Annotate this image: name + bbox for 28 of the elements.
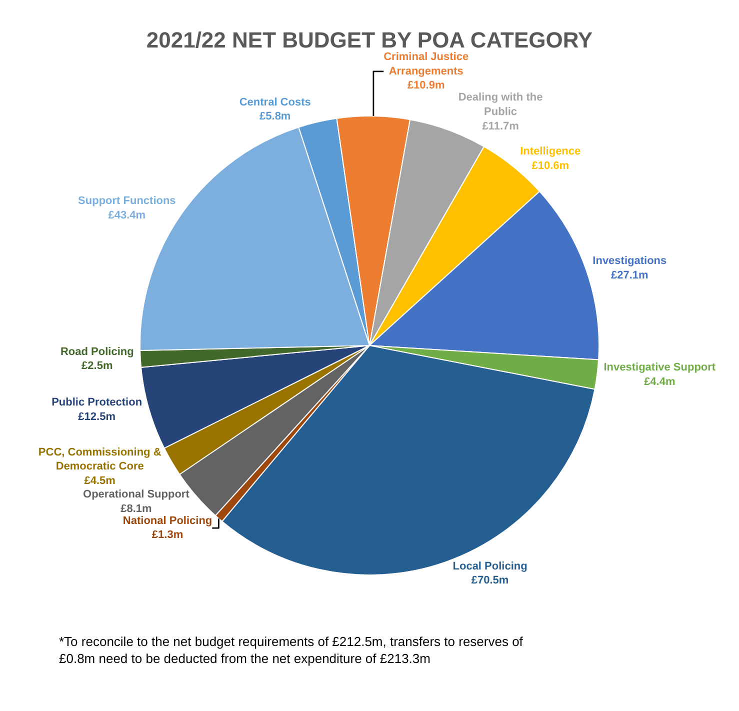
slice-label: Criminal Justice Arrangements (384, 51, 469, 78)
data-label: £70.5m (471, 574, 509, 587)
slice-label: Road Policing (60, 346, 134, 358)
slice-label: Support Functions (78, 195, 176, 208)
data-label: £1.3m (152, 529, 184, 542)
data-label: £2.5m (82, 360, 113, 372)
slice-label: National Policing (122, 514, 212, 527)
slice-label: Investigative Support (604, 362, 716, 374)
slice-label: Public Protection (52, 396, 142, 409)
slice-label: Investigations (592, 255, 667, 268)
data-label: £4.5m (84, 474, 116, 487)
data-label: £4.4m (644, 376, 676, 388)
data-label: £27.1m (610, 269, 649, 282)
slice-label: Local Policing (452, 560, 528, 572)
slice-label: PCC, Commissioning & Democratic Core (38, 446, 162, 473)
slice-label: Dealing with the Public (458, 92, 543, 118)
slice-label: Operational Support (83, 488, 190, 501)
data-label: £11.7m (482, 120, 520, 132)
data-label: £8.1m (120, 502, 152, 515)
data-label: £10.6m (532, 160, 570, 172)
text: *To reconcile to the net budget requirements of £212.5m, transfers to reserves of £0.8m need to be deducted from the net expenditure of £213.3m (59, 634, 524, 666)
data-label: £12.5m (78, 410, 116, 423)
chart-title: 2021/22 NET BUDGET BY POA CATEGORY (146, 27, 593, 52)
data-label: £10.9m (407, 80, 445, 92)
data-label: £43.4m (108, 209, 146, 222)
data-label: £5.8m (260, 110, 291, 123)
slice-label: Central Costs (239, 96, 311, 108)
slice-label: Intelligence (520, 146, 581, 158)
